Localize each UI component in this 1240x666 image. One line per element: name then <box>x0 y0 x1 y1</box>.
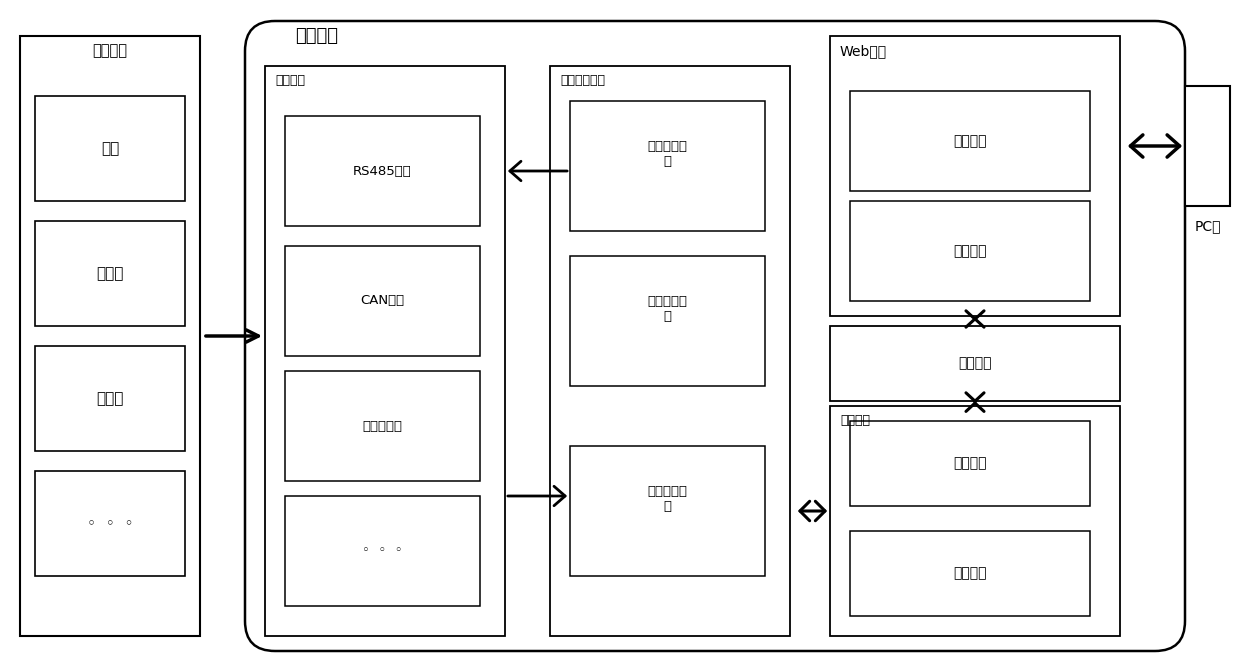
Text: ◦  ◦  ◦: ◦ ◦ ◦ <box>87 516 133 531</box>
Text: 逻辑处理: 逻辑处理 <box>954 456 987 470</box>
Text: RS485模块: RS485模块 <box>353 165 412 178</box>
Text: ◦  ◦  ◦: ◦ ◦ ◦ <box>362 545 403 557</box>
Text: 热水器: 热水器 <box>97 266 124 281</box>
Bar <box>570 101 765 231</box>
Bar <box>830 326 1120 401</box>
Text: 数据传输: 数据传输 <box>954 244 987 258</box>
Bar <box>830 36 1120 316</box>
Bar <box>285 496 480 606</box>
Bar <box>849 531 1090 616</box>
Bar <box>35 96 185 201</box>
Bar <box>849 201 1090 301</box>
Text: 以太网模块: 以太网模块 <box>362 420 403 432</box>
Text: 数据收发模
块: 数据收发模 块 <box>647 485 687 513</box>
Bar <box>285 246 480 356</box>
Bar <box>849 91 1090 191</box>
Bar <box>285 116 480 226</box>
Text: 存储模块: 存储模块 <box>959 356 992 370</box>
Bar <box>265 66 505 636</box>
Text: 工业网关: 工业网关 <box>295 27 339 45</box>
Text: 通信端口: 通信端口 <box>275 75 305 87</box>
Text: 设备识别模
块: 设备识别模 块 <box>647 140 687 168</box>
Bar <box>20 36 200 636</box>
Bar <box>570 256 765 386</box>
Text: 新风机: 新风机 <box>97 391 124 406</box>
Text: PC端: PC端 <box>1194 219 1220 233</box>
Text: 通信适配模块: 通信适配模块 <box>560 75 605 87</box>
FancyBboxPatch shape <box>246 21 1185 651</box>
Text: CAN模块: CAN模块 <box>361 294 404 308</box>
Bar <box>830 406 1120 636</box>
Bar <box>285 371 480 481</box>
Text: 协议转换模
块: 协议转换模 块 <box>647 295 687 323</box>
Text: 空调: 空调 <box>100 141 119 156</box>
Bar <box>551 66 790 636</box>
Bar <box>570 446 765 576</box>
Text: 应用模块: 应用模块 <box>839 414 870 428</box>
Text: 暖通设备: 暖通设备 <box>93 43 128 59</box>
Text: 访问控制: 访问控制 <box>954 134 987 148</box>
Bar <box>849 421 1090 506</box>
Bar <box>35 221 185 326</box>
Text: 功能模块: 功能模块 <box>954 567 987 581</box>
Bar <box>35 346 185 451</box>
Text: Web模块: Web模块 <box>839 44 887 58</box>
Bar <box>35 471 185 576</box>
Bar <box>1185 86 1230 206</box>
